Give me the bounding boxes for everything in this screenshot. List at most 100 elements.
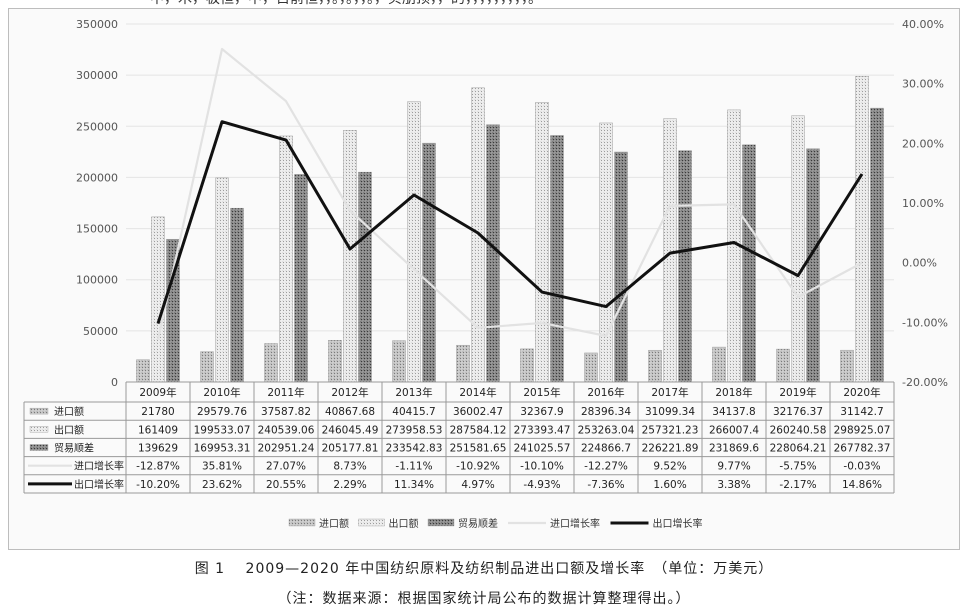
bar-出口额	[151, 216, 165, 383]
data-label: 246045.49	[322, 424, 379, 436]
legend-label: 贸易顺差	[458, 517, 498, 530]
data-label: -10.10%	[520, 461, 564, 473]
row-label: 出口增长率	[74, 478, 124, 491]
chart-frame: 0 50000 100000 150000 200000 250000 300000 3500…	[8, 8, 960, 550]
data-label: 169953.31	[194, 443, 251, 455]
data-label: -12.27%	[584, 461, 628, 473]
bar-出口额	[855, 76, 869, 383]
data-label: 1.60%	[653, 479, 686, 491]
row-key-贸易顺差	[29, 444, 49, 451]
legend-label: 出口增长率	[653, 517, 703, 530]
category-label: 2017年	[651, 386, 688, 399]
y-tick-label: 100000	[76, 274, 118, 287]
data-label: 27.07%	[266, 461, 306, 473]
y2-tick-label: 20.00%	[902, 137, 944, 150]
data-label: 273958.53	[386, 424, 443, 436]
category-label: 2016年	[587, 386, 624, 399]
data-label: 257321.23	[642, 424, 699, 436]
legend-key-贸易顺差	[427, 518, 455, 527]
row-key-出口额	[29, 426, 49, 433]
bar-出口额	[279, 135, 293, 383]
data-label: 231869.6	[709, 443, 759, 455]
data-label: 36002.47	[453, 406, 503, 418]
y2-tick-label: 10.00%	[902, 197, 944, 210]
data-label: 28396.34	[581, 406, 631, 418]
y-tick-label: 50000	[83, 325, 118, 338]
data-label: 4.97%	[461, 479, 494, 491]
data-label: 37587.82	[261, 406, 311, 418]
bar-进口额	[648, 349, 662, 383]
data-label: 199533.07	[194, 424, 251, 436]
data-label: 31142.7	[840, 406, 883, 418]
category-label: 2009年	[139, 386, 176, 399]
bar-贸易顺差	[422, 142, 436, 383]
data-label: -0.03%	[843, 461, 880, 473]
data-label: 9.77%	[717, 461, 750, 473]
bar-进口额	[712, 346, 726, 383]
line-进口增长率	[156, 47, 863, 340]
category-label: 2020年	[843, 386, 880, 399]
bar-贸易顺差	[230, 207, 244, 383]
data-label: -2.17%	[779, 479, 816, 491]
bar-贸易顺差	[486, 124, 500, 383]
y2-tick-label: -10.00%	[902, 316, 948, 329]
data-label: 241025.57	[514, 443, 571, 455]
row-label: 进口额	[54, 405, 84, 418]
data-label: 266007.4	[709, 424, 759, 436]
data-label: 240539.06	[258, 424, 315, 436]
figure-caption: 图 1 2009—2020 年中国纺织原料及纺织制品进出口额及增长率 （单位：万…	[194, 561, 774, 577]
data-label: 267782.37	[834, 443, 891, 455]
chart-svg: 0 50000 100000 150000 200000 250000 300000 3500…	[23, 18, 948, 530]
bar-出口额	[663, 118, 677, 383]
row-label: 贸易顺差	[54, 442, 94, 455]
data-label: 11.34%	[394, 479, 434, 491]
data-label: 32176.37	[773, 406, 823, 418]
category-label: 2018年	[715, 386, 752, 399]
bar-出口额	[215, 177, 229, 383]
data-label: -10.92%	[456, 461, 500, 473]
category-label: 2015年	[523, 386, 560, 399]
data-label: 29579.76	[197, 406, 247, 418]
y2-tick-label: 0.00%	[902, 257, 937, 270]
category-label: 2013年	[395, 386, 432, 399]
bar-进口额	[328, 339, 342, 383]
y-tick-label: 150000	[76, 223, 118, 236]
data-label: 298925.07	[834, 424, 891, 436]
bar-贸易顺差	[742, 144, 756, 383]
data-label: 40867.68	[325, 406, 375, 418]
data-label: 139629	[138, 443, 178, 455]
data-label: 205177.81	[322, 443, 379, 455]
bar-贸易顺差	[358, 171, 372, 383]
category-label: 2011年	[267, 386, 304, 399]
y-tick-label: 350000	[76, 18, 118, 31]
bar-出口额	[343, 130, 357, 383]
data-label: 228064.21	[770, 443, 827, 455]
data-label: 161409	[138, 424, 178, 436]
bar-进口额	[776, 348, 790, 383]
bar-贸易顺差	[550, 135, 564, 383]
bar-进口额	[840, 349, 854, 383]
y-tick-label: 250000	[76, 120, 118, 133]
data-label: -7.36%	[587, 479, 624, 491]
bar-进口额	[136, 359, 150, 383]
bar-出口额	[407, 101, 421, 383]
row-label: 出口额	[54, 423, 84, 436]
row-label: 进口增长率	[74, 460, 124, 473]
y-tick-label: 0	[111, 376, 118, 389]
data-label: -12.87%	[136, 461, 180, 473]
y-tick-label: 200000	[76, 171, 118, 184]
cropped-top-text: 中，木，板恒，中，目前恒，，。，。，，。，贝朋顶，，的，，，，，，，，，。	[150, 0, 542, 8]
data-label: 40415.7	[392, 406, 435, 418]
bar-出口额	[535, 102, 549, 383]
data-label: -1.11%	[395, 461, 432, 473]
data-label: -10.20%	[136, 479, 180, 491]
bar-进口额	[200, 351, 214, 383]
y2-tick-label: 30.00%	[902, 78, 944, 91]
legend-key-出口额	[358, 518, 385, 527]
category-label: 2019年	[779, 386, 816, 399]
bar-进口额	[456, 344, 470, 383]
data-label: 34137.8	[712, 406, 755, 418]
data-label: 8.73%	[333, 461, 366, 473]
bar-进口额	[264, 343, 278, 383]
data-label: 20.55%	[266, 479, 306, 491]
